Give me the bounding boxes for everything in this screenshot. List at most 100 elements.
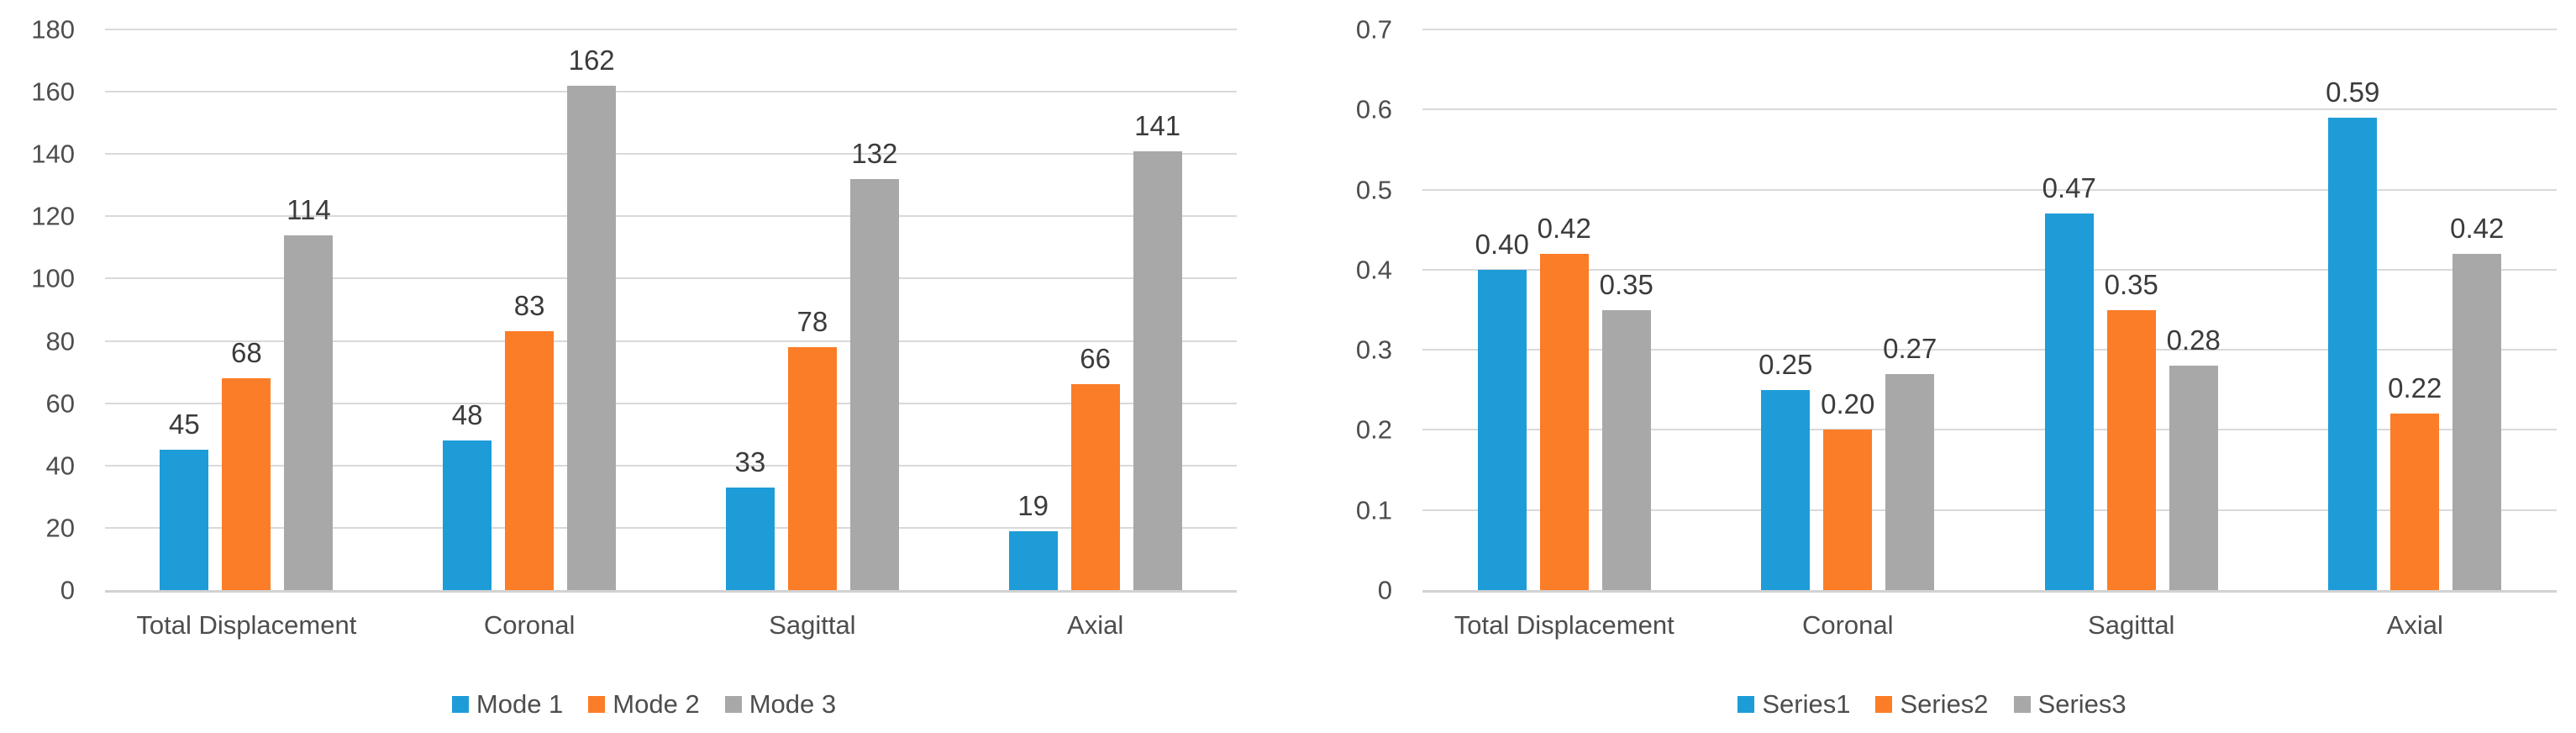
legend-label: Series2 [1900, 689, 1989, 719]
gridline [105, 464, 1237, 467]
bar-data-label: 19 [1017, 489, 1049, 521]
gridline [105, 153, 1237, 156]
gridline [105, 526, 1237, 529]
bar-cluster: 45 68 114 [105, 29, 388, 590]
gridline [105, 91, 1237, 93]
y-tick-label: 60 [45, 388, 75, 419]
bar-mode-3: 162 [567, 46, 617, 590]
legend-item: Series3 [2013, 689, 2127, 720]
gridline [105, 215, 1237, 218]
legend-marker-swatch [588, 696, 606, 713]
y-tick-label: 0.4 [1355, 255, 1392, 285]
bar-data-label: 0.59 [2326, 76, 2380, 108]
y-tick-label: 0.1 [1355, 495, 1392, 525]
bar-cluster: 19 66 141 [954, 29, 1237, 590]
legend-label: Mode 2 [612, 689, 700, 719]
bar-mode-3: 114 [284, 196, 334, 590]
legend-item: Mode 3 [724, 689, 837, 720]
legend: Mode 1 Mode 2 Mode 3 [0, 686, 1288, 723]
x-axis-category-labels: Total Displacement Coronal Sagittal Axial [105, 610, 1237, 641]
legend-label: Series1 [1762, 689, 1851, 719]
bar-series1: 0.25 [1759, 351, 1812, 590]
category-label: Sagittal [769, 610, 856, 640]
bar-series3: 0.27 [1883, 335, 1937, 590]
y-tick-label: 0.2 [1355, 414, 1392, 445]
bar-data-label: 0.22 [2388, 372, 2442, 404]
bar-data-label: 66 [1080, 343, 1111, 375]
bar-data-label: 0.35 [1599, 268, 1653, 300]
gridline [105, 277, 1237, 280]
bar-mode-1: 48 [443, 401, 492, 590]
y-tick-label: 80 [45, 326, 75, 356]
bar-series2: 0.22 [2388, 374, 2442, 590]
bar-data-label: 68 [231, 337, 262, 369]
bar-series2: 0.20 [1821, 390, 1874, 590]
y-tick-label: 160 [31, 76, 75, 107]
bar-data-label: 0.20 [1821, 388, 1875, 420]
category-label: Total Displacement [136, 610, 357, 640]
legend-item: Mode 1 [451, 689, 563, 720]
bar-series2: 0.42 [1538, 214, 1591, 590]
legend-label: Series3 [2037, 689, 2127, 719]
bar-mode-3: 141 [1133, 112, 1182, 590]
bar-mode-3: 132 [849, 140, 899, 590]
bar-data-label: 141 [1134, 109, 1181, 141]
bar-data-label: 33 [734, 446, 766, 477]
y-tick-label: 20 [45, 513, 75, 543]
category-label: Axial [2386, 610, 2443, 640]
bar-series1: 0.47 [2042, 174, 2096, 590]
bar-data-label: 78 [796, 305, 828, 337]
bar-cluster: 0.59 0.22 0.42 [2274, 29, 2558, 590]
bar-data-label: 114 [287, 193, 331, 225]
bar-cluster: 0.25 0.20 0.27 [1706, 29, 1990, 590]
gridline [1422, 349, 2557, 351]
y-tick-label: 0 [60, 575, 75, 605]
bar-mode-2: 83 [505, 292, 555, 590]
legend-marker-swatch [1875, 696, 1893, 713]
gridline [105, 340, 1237, 342]
bar-data-label: 0.25 [1759, 348, 1813, 380]
bar-data-label: 45 [169, 409, 200, 440]
legend-item: Mode 2 [588, 689, 700, 720]
bar-mode-2: 78 [787, 308, 837, 590]
bar-clusters: 0.40 0.42 0.35 0.25 0.20 0.27 0.47 0.35 0.28 0.59… [1422, 29, 2557, 590]
bar-mode-2: 66 [1070, 345, 1120, 590]
bar-series2: 0.35 [2105, 271, 2158, 590]
bar-cluster: 0.40 0.42 0.35 [1422, 29, 1706, 590]
y-tick-label: 0.6 [1355, 94, 1392, 124]
bar-series3: 0.35 [1600, 271, 1653, 590]
y-tick-label: 180 [31, 14, 75, 45]
y-tick-label: 0.3 [1355, 335, 1392, 365]
legend: Series1 Series2 Series3 [1288, 686, 2576, 723]
bar-data-label: 83 [513, 290, 545, 322]
legend-label: Mode 3 [749, 689, 837, 719]
bar-series1: 0.59 [2326, 78, 2379, 590]
legend-marker-swatch [1737, 696, 1755, 713]
bar-mode-1: 33 [725, 448, 775, 590]
y-tick-label: 0 [1377, 575, 1392, 605]
bar-clusters: 45 68 114 48 83 162 33 78 132 19 66 141 [105, 29, 1237, 590]
bar-data-label: 0.27 [1883, 332, 1937, 364]
y-tick-label: 120 [31, 201, 75, 231]
category-label: Coronal [483, 610, 576, 640]
bar-data-label: 0.28 [2166, 324, 2221, 356]
bar-series3: 0.28 [2167, 326, 2221, 590]
bar-data-label: 162 [568, 44, 615, 76]
bar-data-label: 132 [851, 137, 898, 169]
y-tick-label: 40 [45, 451, 75, 481]
gridline [1422, 188, 2557, 191]
legend-marker-swatch [724, 696, 742, 713]
x-axis-category-labels: Total Displacement Coronal Sagittal Axial [1422, 610, 2557, 641]
legend-item: Series2 [1875, 689, 1989, 720]
bar-mode-2: 68 [222, 339, 271, 590]
chart-displacement-series: 0.7 0.6 0.5 0.4 0.3 0.2 0.1 0 0.40 0.42 0.35 0.25 0… [1288, 0, 2576, 733]
y-tick-label: 0.7 [1355, 14, 1392, 45]
legend-item: Series1 [1737, 689, 1850, 720]
bar-data-label: 0.35 [2104, 268, 2158, 300]
y-axis-tick-labels: 180 160 140 120 100 80 60 40 20 0 [0, 0, 75, 733]
bar-data-label: 0.42 [1537, 212, 1591, 244]
bar-data-label: 0.42 [2450, 212, 2505, 244]
gridline [1422, 429, 2557, 431]
bar-series3: 0.42 [2450, 214, 2504, 590]
